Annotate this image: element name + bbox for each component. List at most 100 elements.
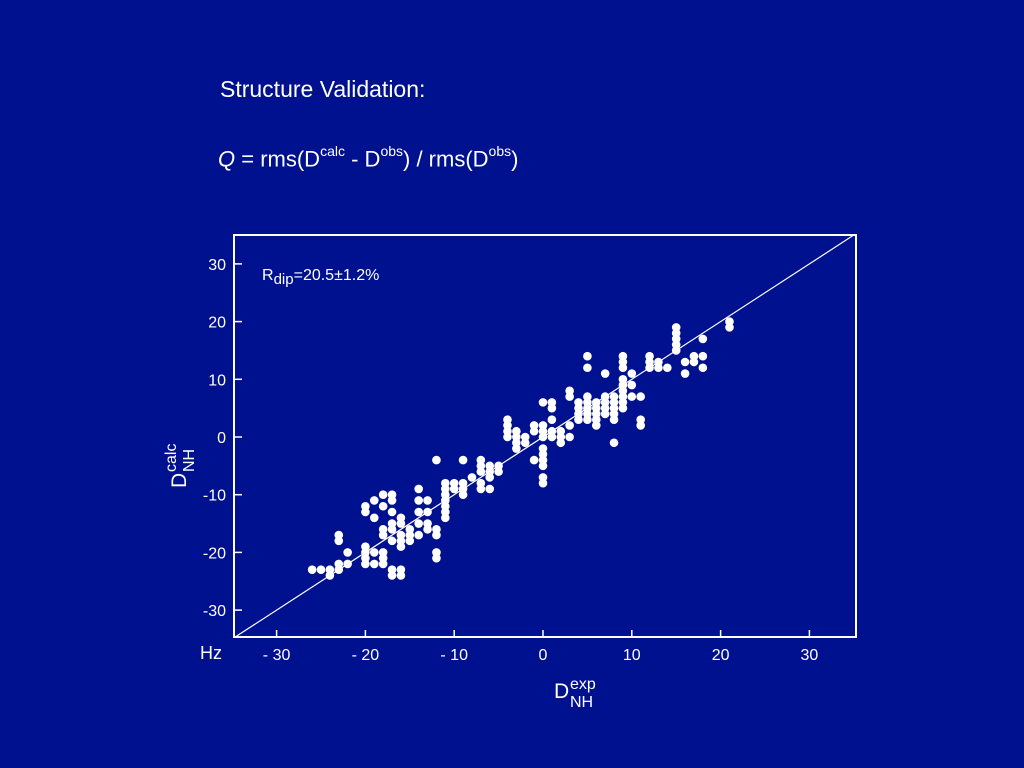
data-point	[654, 357, 663, 367]
y-tick-label: 20	[208, 315, 226, 332]
data-point	[565, 386, 574, 396]
data-point	[698, 334, 708, 344]
x-tick-label: - 20	[352, 647, 380, 664]
annotation-rest: =20.5±1.2%	[294, 267, 380, 284]
annotation-sub: dip	[274, 271, 294, 288]
data-point	[396, 519, 406, 528]
data-point	[645, 351, 654, 361]
data-point	[414, 507, 423, 517]
x-tick-label: - 10	[440, 647, 468, 664]
data-point	[476, 467, 486, 476]
data-point	[378, 530, 388, 540]
y-tick-label: 10	[208, 372, 226, 389]
data-point	[369, 513, 379, 523]
data-point	[671, 323, 681, 332]
data-point	[609, 392, 619, 401]
y-tick-label: 30	[208, 257, 226, 274]
data-point	[334, 536, 344, 546]
formula-sup-obs-1: obs	[380, 143, 404, 159]
x-tick-label: 30	[801, 647, 819, 664]
data-point	[556, 426, 566, 436]
x-label-sup: exp	[570, 676, 596, 693]
data-point	[396, 542, 406, 551]
data-point	[414, 484, 423, 494]
slide-title: Structure Validation:	[220, 76, 426, 102]
data-point	[423, 525, 432, 534]
formula-part-eq: = rms(D	[235, 146, 321, 172]
data-point	[423, 496, 432, 505]
data-point	[627, 380, 637, 390]
data-point	[636, 415, 645, 424]
data-point	[378, 559, 388, 569]
x-tick-label: 10	[623, 647, 641, 664]
data-point	[369, 548, 379, 557]
data-point	[609, 438, 619, 448]
data-point	[476, 484, 486, 494]
data-point	[689, 351, 699, 361]
x-tick-label: 20	[712, 647, 730, 664]
data-point	[316, 565, 326, 575]
formula-part-mid2: ) / rms(D	[403, 146, 489, 172]
data-point	[369, 496, 379, 505]
plot-frame	[233, 234, 857, 638]
y-tick-label: 0	[217, 430, 226, 447]
data-point	[414, 519, 423, 528]
data-point	[441, 496, 450, 505]
formula-sup-obs-2: obs	[488, 143, 512, 159]
x-axis: - 30 - 20 - 10 0 10 20 30	[263, 630, 819, 664]
data-point	[663, 363, 672, 373]
data-point	[414, 530, 423, 540]
data-point	[529, 421, 539, 430]
x-axis-label: D exp NH	[554, 676, 596, 711]
data-point	[387, 536, 397, 546]
data-point	[334, 559, 344, 569]
data-point	[627, 369, 637, 378]
data-point	[538, 461, 548, 471]
data-point	[520, 432, 530, 442]
y-label-base: D	[168, 473, 191, 488]
data-points	[307, 317, 734, 580]
data-point	[423, 507, 432, 517]
data-point	[538, 398, 548, 407]
data-point	[512, 444, 521, 453]
data-point	[387, 496, 397, 505]
y-tick-label: -20	[203, 545, 226, 562]
formula-q: Q	[218, 146, 236, 172]
data-point	[698, 363, 708, 373]
data-point	[405, 536, 415, 546]
data-point	[467, 473, 477, 482]
data-point	[343, 559, 352, 569]
data-point	[441, 513, 450, 523]
data-point	[378, 490, 388, 500]
x-tick-label: - 30	[263, 647, 291, 664]
data-point	[387, 571, 397, 580]
q-factor-formula: Q = rms(Dcalc - Dobs) / rms(Dobs)	[218, 143, 518, 172]
data-point	[361, 507, 370, 517]
unit-label: Hz	[200, 643, 222, 663]
data-point	[378, 501, 388, 511]
data-point	[396, 571, 406, 580]
data-point	[307, 565, 317, 575]
data-point	[387, 507, 397, 517]
data-point	[547, 426, 557, 436]
data-point	[627, 392, 637, 401]
data-point	[538, 478, 548, 488]
data-point	[725, 323, 734, 332]
y-label-sub: NH	[181, 449, 198, 472]
data-point	[565, 421, 574, 430]
data-point	[680, 369, 690, 378]
data-point	[432, 455, 441, 465]
x-tick-label: 0	[539, 647, 548, 664]
y-tick-label: -10	[203, 488, 226, 505]
data-point	[485, 473, 495, 482]
data-point	[680, 357, 690, 367]
data-point	[432, 530, 441, 540]
y-tick-label: -30	[203, 603, 226, 620]
data-point	[583, 363, 592, 373]
data-point	[609, 415, 619, 424]
data-point	[432, 553, 441, 563]
r-dip-annotation: Rdip=20.5±1.2%	[262, 267, 379, 288]
data-point	[547, 398, 557, 407]
data-point	[343, 548, 352, 557]
